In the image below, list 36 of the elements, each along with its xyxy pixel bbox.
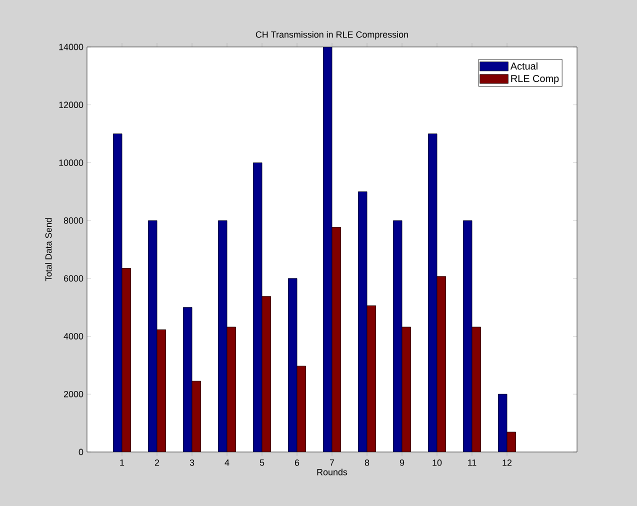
x-tick-label: 5	[260, 460, 264, 466]
bar	[156, 329, 166, 452]
y-tick-label: 10000	[59, 160, 84, 166]
legend-label: RLE Comp	[511, 75, 559, 84]
chart-title: CH Transmission in RLE Compression	[256, 31, 408, 40]
y-tick-label: 12000	[59, 102, 84, 108]
bar	[472, 326, 481, 452]
bar	[402, 326, 411, 452]
x-axis-title: Rounds	[317, 468, 348, 476]
bar	[262, 296, 271, 452]
y-tick-label: 6000	[64, 275, 84, 282]
x-tick-label: 7	[330, 460, 334, 466]
bar	[366, 305, 376, 452]
bar	[436, 276, 446, 452]
legend-label: Actual	[510, 62, 538, 70]
x-tick-label: 11	[468, 460, 476, 466]
x-tick-label: 8	[364, 460, 370, 466]
bar	[226, 326, 236, 452]
y-tick-label: 2000	[64, 390, 84, 398]
x-tick-label: 9	[400, 460, 404, 466]
x-tick-label: 6	[294, 460, 300, 466]
bar	[122, 268, 131, 452]
y-tick-label: 14000	[59, 44, 84, 50]
y-axis-title: Total Data Send	[45, 218, 52, 282]
x-tick-label: 12	[502, 460, 512, 466]
y-tick-label: 0	[78, 448, 84, 456]
x-tick-label: 3	[190, 460, 194, 466]
x-tick-label: 10	[432, 460, 442, 466]
bar	[192, 380, 201, 452]
x-tick-label: 2	[154, 460, 160, 466]
y-tick-label: 4000	[64, 333, 84, 340]
x-tick-label: 4	[224, 460, 230, 466]
y-tick-label: 8000	[64, 217, 84, 224]
x-tick-label: 1	[120, 460, 124, 466]
bar	[296, 366, 306, 452]
bar	[332, 227, 341, 452]
